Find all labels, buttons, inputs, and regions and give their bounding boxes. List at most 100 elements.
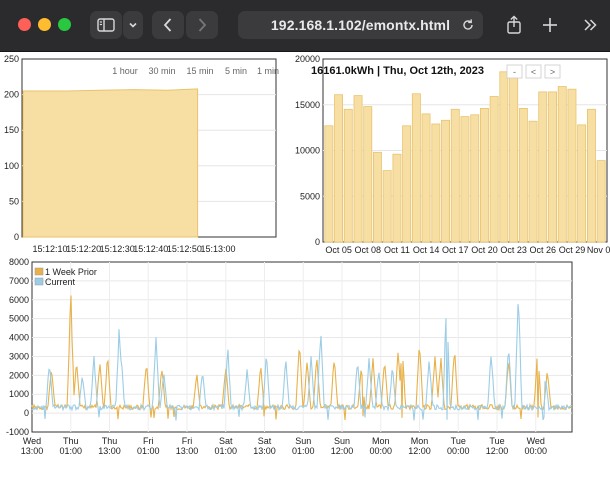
y-tick-label: 5000 bbox=[300, 191, 320, 201]
bar[interactable] bbox=[548, 91, 558, 243]
nav-button[interactable] bbox=[525, 64, 542, 79]
bar[interactable] bbox=[324, 125, 334, 243]
x-tick-time: 13:00 bbox=[253, 446, 276, 456]
back-icon bbox=[163, 18, 172, 32]
y-tick-label: 10000 bbox=[295, 146, 320, 156]
x-tick-day: Sat bbox=[258, 436, 272, 446]
bar[interactable] bbox=[479, 108, 489, 243]
x-tick-time: 00:00 bbox=[369, 446, 392, 456]
x-tick-time: 01:00 bbox=[137, 446, 160, 456]
nav-button[interactable] bbox=[544, 64, 561, 79]
x-tick-time: 13:00 bbox=[98, 446, 121, 456]
x-tick-time: 12:00 bbox=[331, 446, 354, 456]
bar[interactable] bbox=[489, 96, 499, 243]
range-buttons: 1 hour 30 min 15 min 5 min 1 min bbox=[112, 66, 279, 76]
x-axis: 15:12:1015:12:2015:12:3015:12:4015:12:50… bbox=[32, 244, 235, 254]
forward-button[interactable] bbox=[186, 11, 218, 39]
x-tick-label: Nov 01 bbox=[587, 245, 610, 255]
range-button[interactable]: 5 min bbox=[225, 66, 247, 76]
share-button[interactable] bbox=[498, 11, 530, 39]
y-tick-label: 20000 bbox=[295, 54, 320, 64]
x-tick-label: Oct 05 bbox=[325, 245, 352, 255]
close-window-button[interactable] bbox=[18, 18, 31, 31]
bar[interactable] bbox=[392, 153, 402, 243]
x-axis: Oct 05 Oct 08 Oct 11 Oct 14 Oct 17 Oct 20 Oct … bbox=[325, 245, 610, 255]
range-button[interactable]: 1 hour bbox=[112, 66, 138, 76]
address-bar[interactable]: 192.168.1.102/emontx.html bbox=[238, 11, 483, 39]
tab-overview-button[interactable] bbox=[576, 11, 604, 39]
back-button[interactable] bbox=[152, 11, 184, 39]
legend-label: 1 Week Prior bbox=[45, 267, 97, 277]
x-axis: Wed13:00Thu01:00Thu13:00Fri01:00Fri13:00… bbox=[21, 436, 547, 456]
x-tick-day: Wed bbox=[527, 436, 545, 446]
url-text: 192.168.1.102/emontx.html bbox=[270, 17, 451, 33]
bar[interactable] bbox=[499, 71, 509, 243]
series-line bbox=[31, 303, 573, 421]
nav-button[interactable] bbox=[506, 64, 523, 79]
share-icon bbox=[507, 15, 521, 34]
bar[interactable] bbox=[431, 123, 441, 243]
x-tick-time: 01:00 bbox=[214, 446, 237, 456]
x-tick-time: 13:00 bbox=[176, 446, 199, 456]
bars bbox=[324, 71, 606, 243]
bar[interactable] bbox=[518, 108, 528, 243]
x-tick-day: Fri bbox=[143, 436, 154, 446]
bar[interactable] bbox=[382, 170, 392, 243]
bar[interactable] bbox=[509, 74, 519, 243]
x-tick-day: Mon bbox=[411, 436, 429, 446]
y-tick-label: 3000 bbox=[9, 351, 29, 361]
x-tick-label: Oct 26 bbox=[530, 245, 557, 255]
minimize-window-button[interactable] bbox=[38, 18, 51, 31]
bar[interactable] bbox=[343, 108, 353, 243]
bar[interactable] bbox=[363, 106, 373, 243]
bar[interactable] bbox=[528, 120, 538, 243]
bar[interactable] bbox=[586, 108, 596, 243]
x-tick-day: Thu bbox=[63, 436, 79, 446]
bar[interactable] bbox=[450, 108, 460, 243]
sidebar-toggle-button[interactable] bbox=[90, 11, 122, 39]
bar[interactable] bbox=[441, 119, 451, 243]
bar[interactable] bbox=[402, 125, 412, 243]
weekly-comparison-chart: 8000 7000 6000 5000 4000 3000 2000 1000 0 -1000 W… bbox=[6, 257, 573, 456]
bar[interactable] bbox=[373, 151, 382, 243]
x-tick-day: Sun bbox=[295, 436, 311, 446]
x-tick-time: 12:00 bbox=[408, 446, 431, 456]
reload-icon[interactable] bbox=[461, 18, 475, 32]
x-tick-time: 13:00 bbox=[21, 446, 44, 456]
bar[interactable] bbox=[460, 116, 470, 243]
new-tab-button[interactable] bbox=[534, 11, 566, 39]
bar[interactable] bbox=[421, 113, 431, 243]
series-line bbox=[31, 295, 573, 420]
x-tick-time: 12:00 bbox=[486, 446, 509, 456]
x-tick-label: 15:13:00 bbox=[200, 244, 235, 254]
bar[interactable] bbox=[538, 91, 548, 243]
range-button[interactable]: 1 min bbox=[257, 66, 279, 76]
bar[interactable] bbox=[334, 94, 344, 243]
zoom-window-button[interactable] bbox=[58, 18, 71, 31]
x-tick-label: 15:12:40 bbox=[133, 244, 168, 254]
x-tick-label: Oct 14 bbox=[413, 245, 440, 255]
bar[interactable] bbox=[577, 124, 587, 243]
bar[interactable] bbox=[596, 160, 606, 243]
nav-button-label: < bbox=[531, 67, 536, 77]
bar[interactable] bbox=[567, 88, 577, 243]
plot-border bbox=[31, 261, 573, 433]
forward-icon bbox=[198, 18, 207, 32]
y-tick-label: 0 bbox=[315, 237, 320, 247]
sidebar-menu-button[interactable] bbox=[123, 11, 143, 39]
x-tick-label: Oct 20 bbox=[471, 245, 498, 255]
sidebar-icon bbox=[97, 18, 115, 32]
legend-swatch bbox=[34, 267, 44, 276]
bar[interactable] bbox=[353, 95, 363, 243]
bar[interactable] bbox=[557, 86, 567, 243]
bar[interactable] bbox=[470, 114, 480, 243]
range-button[interactable]: 15 min bbox=[186, 66, 213, 76]
range-button[interactable]: 30 min bbox=[148, 66, 175, 76]
y-tick-label: 250 bbox=[4, 54, 19, 64]
series bbox=[31, 295, 573, 421]
y-axis: 250 200 150 100 50 0 bbox=[4, 54, 19, 242]
bar[interactable] bbox=[411, 93, 421, 243]
y-tick-label: 7000 bbox=[9, 276, 29, 286]
